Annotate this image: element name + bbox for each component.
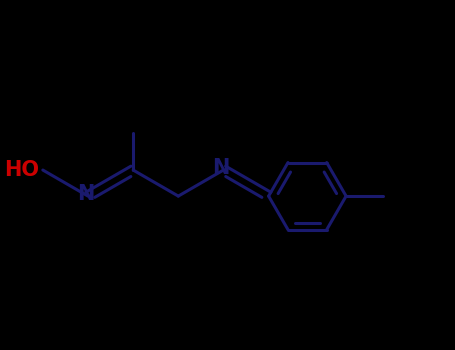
Text: N: N <box>77 184 94 204</box>
Text: N: N <box>212 158 230 177</box>
Text: HO: HO <box>4 160 39 180</box>
